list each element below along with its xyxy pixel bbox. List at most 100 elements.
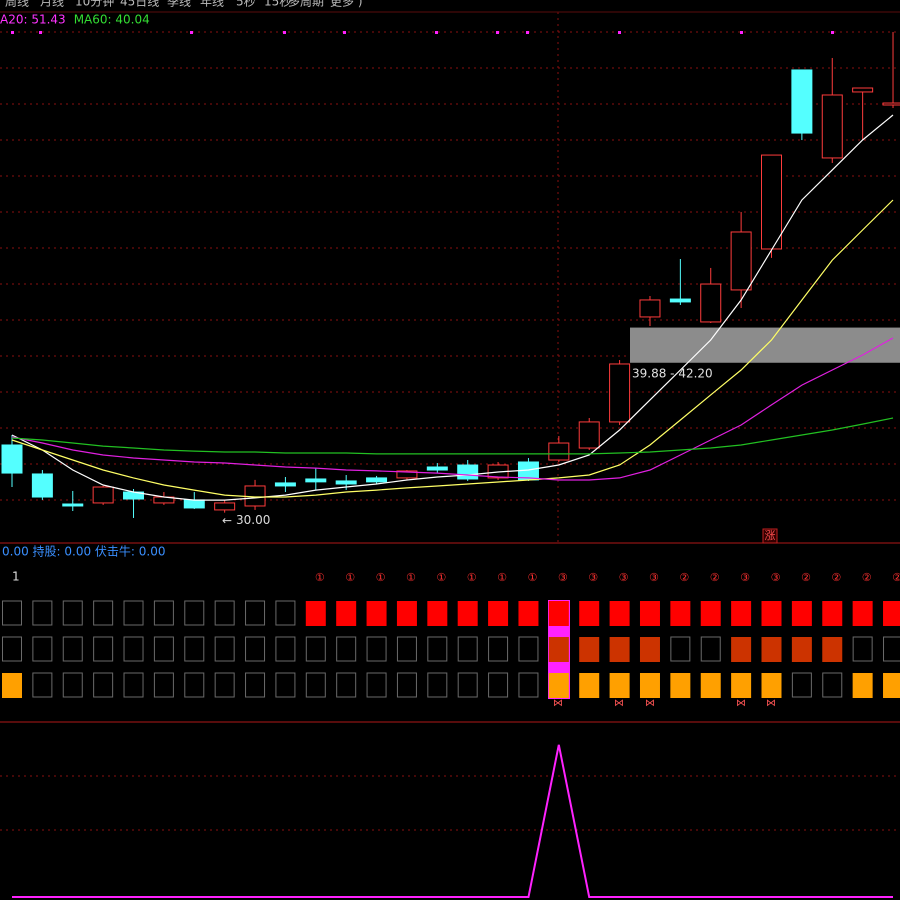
arrow: ←: [222, 514, 232, 528]
candle-body: [305, 478, 327, 483]
candle-body: [31, 473, 53, 498]
signal-cell: [366, 672, 387, 698]
dot: [526, 31, 529, 34]
status-text: 0.00 持股: 0.00 伏击牛: 0.00: [2, 544, 166, 559]
stage-label: ①: [406, 571, 416, 584]
candle-body: [457, 464, 479, 480]
signal-cell: [609, 601, 630, 626]
dot: [190, 31, 193, 34]
signal-cell: [2, 636, 22, 662]
signal-cell: [32, 672, 53, 698]
menu-item: 年线: [200, 0, 224, 9]
signal-cell: [396, 601, 417, 626]
stage-label: ①: [497, 571, 507, 584]
signal-cell: [32, 636, 53, 662]
signal-cell: [184, 636, 205, 662]
signal-cell: [62, 672, 83, 698]
candle-body: [366, 477, 388, 483]
zone-label: 39.88 - 42.20: [632, 366, 713, 380]
signal-cell: [457, 636, 478, 662]
signal-cell: [153, 636, 174, 662]
signal-cell: [457, 601, 478, 626]
signal-cell: [366, 601, 387, 626]
candle-body: [639, 299, 661, 318]
signal-cell: [336, 672, 357, 698]
signal-cell: [32, 600, 53, 626]
signal-cell: [852, 601, 873, 626]
candle-body: [183, 499, 205, 509]
stage-label: ②: [679, 571, 689, 584]
stage-label: ②: [862, 571, 872, 584]
signal-cell: [184, 600, 205, 626]
legend-entry: MA60: 40.04: [74, 13, 150, 27]
top-dots: [11, 31, 834, 34]
signal-cell: [305, 672, 326, 698]
signal-cell: [548, 601, 569, 626]
panel-label: 1: [12, 570, 20, 584]
signal-cell: [731, 673, 752, 698]
stage-label: ③: [588, 571, 598, 584]
signal-cell: [427, 636, 448, 662]
ma-line: [11, 199, 894, 498]
price-zone: [630, 327, 900, 363]
menu-item: 月线: [40, 0, 64, 9]
stage-label: ①: [315, 571, 325, 584]
menu-item: 15秒: [264, 0, 291, 9]
signal-cell: [93, 600, 114, 626]
dot: [496, 31, 499, 34]
signal-cell: [275, 636, 296, 662]
signal-cell: [822, 637, 843, 662]
signal-cell: [791, 672, 812, 698]
signal-cell: [609, 673, 630, 698]
signal-cell: [518, 636, 539, 662]
signal-cell: [548, 673, 569, 698]
candle-body: [609, 363, 631, 423]
signal-cell: [336, 636, 357, 662]
candle-body: [274, 482, 296, 487]
candle-body: [730, 231, 752, 291]
signal-cell: [123, 600, 144, 626]
signal-cell: [396, 672, 417, 698]
stage-label: ②: [831, 571, 841, 584]
signal-cell: [275, 672, 296, 698]
candle-body: [852, 87, 874, 93]
signal-cell: [822, 672, 843, 698]
stage-label: ①: [376, 571, 386, 584]
menu-item: 季线: [167, 0, 191, 9]
signal-cell: [883, 636, 900, 662]
menu-item: 45日线: [120, 0, 159, 9]
signal-cell: [245, 636, 266, 662]
signal-cell: [457, 672, 478, 698]
signal-cell: [518, 672, 539, 698]
stage-label: ③: [619, 571, 629, 584]
signal-cell: [214, 636, 235, 662]
signal-cell: [700, 673, 721, 698]
signal-cell: [396, 636, 417, 662]
menu-item: 10分钟: [75, 0, 114, 9]
candle-body: [62, 503, 84, 507]
candle-body: [882, 102, 900, 106]
candle-body: [335, 480, 357, 485]
signal-cell: [488, 601, 509, 626]
dot: [343, 31, 346, 34]
stage-label: ③: [558, 571, 568, 584]
butterfly-icon: ⋈: [614, 698, 624, 709]
signal-cell: [761, 601, 782, 626]
stage-label: ②: [801, 571, 811, 584]
butterfly-icon: ⋈: [553, 698, 563, 709]
signal-cell: [153, 600, 174, 626]
stage-label: ③: [740, 571, 750, 584]
signal-cell: [184, 672, 205, 698]
stage-label: ②: [710, 571, 720, 584]
signal-cell: [883, 673, 900, 698]
ma-line: [11, 114, 894, 501]
signal-cell: [579, 637, 600, 662]
signal-cell: [761, 637, 782, 662]
dot: [618, 31, 621, 34]
candle-body: [791, 69, 813, 134]
candle-body: [821, 94, 843, 159]
signal-cell: [214, 600, 235, 626]
signal-cell: [427, 672, 448, 698]
